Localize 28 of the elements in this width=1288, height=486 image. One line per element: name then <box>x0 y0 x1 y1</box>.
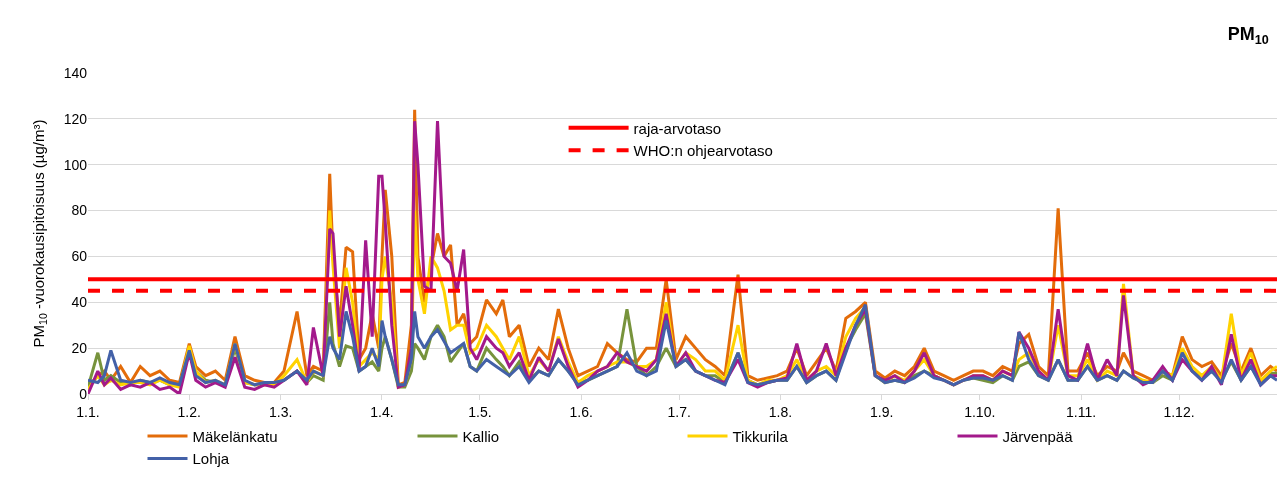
legend-label: Kallio <box>462 427 500 445</box>
x-tick-label: 1.10. <box>964 403 996 420</box>
legend-label: raja-arvotaso <box>633 119 722 137</box>
x-tick-label: 1.12. <box>1163 403 1195 420</box>
legend-label: WHO:n ohjearvotaso <box>633 142 773 160</box>
y-tick-label: 0 <box>79 385 88 402</box>
y-tick-label: 140 <box>63 64 88 81</box>
x-tick-label: 1.8. <box>768 403 793 420</box>
x-tick-label: 1.9. <box>870 403 894 420</box>
legend-label: Lohja <box>192 450 230 468</box>
x-tick-label: 1.11. <box>1065 403 1097 420</box>
chart-title: PM$_{10}$ <box>1227 24 1269 48</box>
y-tick-label: 20 <box>71 340 88 357</box>
y-tick-label: 40 <box>71 294 88 311</box>
legend-label: Tikkurila <box>732 427 789 445</box>
x-tick-label: 1.3. <box>269 403 293 420</box>
y-tick-label: 100 <box>63 156 88 173</box>
legend-label: Mäkelänkatu <box>192 427 278 445</box>
y-tick-label: 60 <box>71 248 88 265</box>
y-tick-label: 120 <box>63 110 88 127</box>
x-tick-label: 1.1. <box>76 403 100 420</box>
x-tick-label: 1.2. <box>177 403 201 420</box>
legend-label: Järvenpää <box>1002 427 1074 445</box>
x-tick-label: 1.6. <box>569 403 593 420</box>
x-tick-label: 1.7. <box>667 403 691 420</box>
y-tick-label: 80 <box>71 202 88 219</box>
x-tick-label: 1.4. <box>370 403 394 420</box>
x-tick-label: 1.5. <box>468 403 492 420</box>
